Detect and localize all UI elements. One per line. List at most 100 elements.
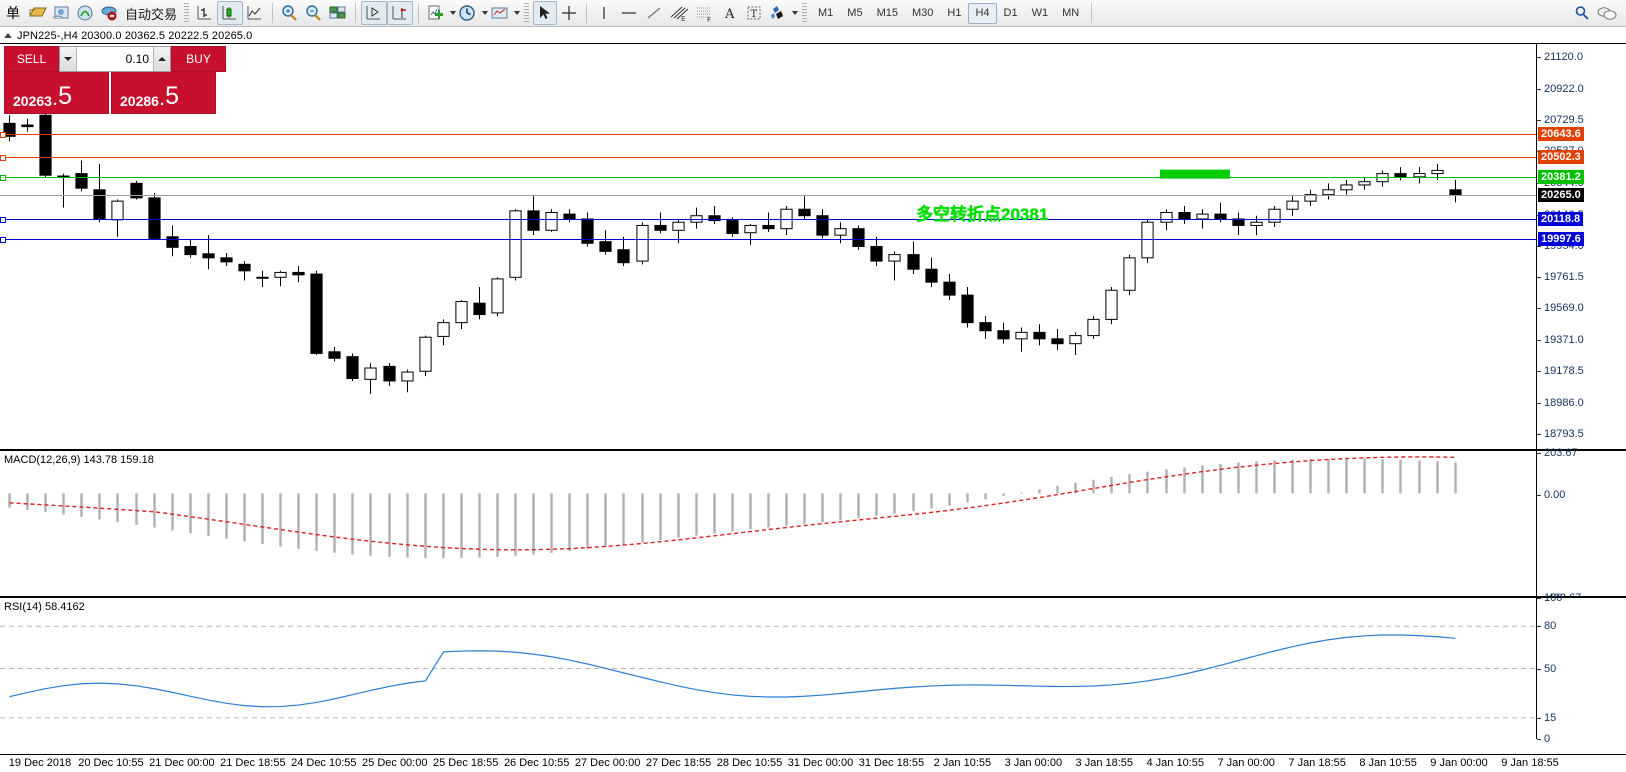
price-level-handle[interactable] [0, 174, 6, 181]
volume-down-button[interactable] [60, 47, 77, 71]
timeframe-w1[interactable]: W1 [1031, 7, 1049, 19]
text-label-icon[interactable]: A [718, 1, 742, 25]
shapes-icon[interactable] [766, 1, 790, 25]
trade-panel-top-row: SELL 0.10 BUY [4, 46, 226, 72]
template-icon[interactable] [488, 1, 512, 25]
folder-icon[interactable] [26, 1, 50, 25]
time-axis-label: 3 Jan 18:55 [1075, 757, 1134, 769]
template-dropdown-icon[interactable] [514, 11, 521, 15]
horizontal-line-icon[interactable] [616, 1, 642, 25]
price-pane: 多空转折点20381 21120.020922.020729.520537.02… [0, 44, 1626, 449]
trend-line-icon[interactable] [642, 1, 666, 25]
price-tick: 21120.0 [1537, 51, 1583, 63]
expert-advisor-icon[interactable] [98, 1, 122, 25]
chat-icon[interactable] [1594, 1, 1620, 25]
price-level-line[interactable] [0, 236, 1536, 243]
rsi-scale: 100 80 50 15 0 [1536, 592, 1626, 745]
chevron-up-icon [158, 57, 166, 61]
autotrade-label[interactable]: 自动交易 [125, 6, 178, 22]
new-order-icon[interactable]: 单 [2, 1, 26, 25]
time-axis-label: 25 Dec 00:00 [362, 757, 428, 769]
new-chart-icon[interactable] [424, 1, 448, 25]
candlestick-chart-icon[interactable] [217, 1, 244, 25]
one-click-trading-panel: SELL 0.10 BUY 20263 . 5 20286 . 5 [4, 46, 226, 114]
chart-shift-icon[interactable] [387, 1, 414, 25]
price-level-line[interactable] [0, 195, 1536, 197]
chevron-down-icon [64, 57, 72, 61]
shapes-dropdown-icon[interactable] [792, 11, 799, 15]
timeframe-mn[interactable]: MN [1062, 7, 1080, 19]
rsi-label: RSI(14) 58.4162 [4, 601, 85, 613]
timeframe-m30[interactable]: M30 [911, 7, 934, 19]
price-level-tag: 20502.3 [1538, 150, 1584, 165]
buy-button[interactable]: BUY [171, 46, 226, 72]
price-level-handle[interactable] [0, 236, 6, 243]
timeframe-m1[interactable]: M1 [818, 7, 834, 19]
toolbar-grip-3[interactable] [802, 3, 808, 23]
macd-tick: 203.67 [1537, 447, 1578, 459]
zoom-in-icon[interactable] [278, 1, 302, 25]
svg-text:A: A [724, 7, 735, 22]
signal-icon[interactable] [74, 1, 98, 25]
price-level-handle[interactable] [0, 132, 6, 139]
collapse-arrow-icon[interactable] [4, 33, 12, 38]
svg-text:单: 单 [6, 6, 20, 22]
text-box-icon[interactable]: T [742, 1, 766, 25]
macd-scale: 203.670.00-493.67 [1536, 447, 1626, 604]
buy-price-button[interactable]: 20286 . 5 [111, 72, 216, 114]
toolbar-separator-3 [418, 3, 420, 23]
buy-price-integer: 20286 [120, 93, 159, 109]
timeframe-h4[interactable]: H4 [968, 2, 997, 24]
fibonacci-icon[interactable]: F [692, 1, 718, 25]
rsi-plot-area[interactable] [0, 598, 1536, 739]
period-dropdown-icon[interactable] [482, 11, 489, 15]
auto-scroll-icon[interactable] [361, 1, 388, 25]
toolbar-separator-4 [586, 3, 588, 23]
period-icon[interactable] [456, 1, 480, 25]
vertical-line-icon[interactable] [592, 1, 616, 25]
cursor-icon[interactable] [533, 1, 558, 25]
svg-text:T: T [751, 9, 758, 20]
rsi-tick: 0 [1537, 733, 1550, 745]
toolbar-grip-1[interactable] [184, 3, 190, 23]
toolbar-separator-2 [355, 3, 357, 23]
svg-text:F: F [707, 16, 711, 22]
price-level-tag: 20265.0 [1538, 188, 1584, 203]
crosshair-icon[interactable] [557, 1, 581, 25]
rsi-pane: RSI(14) 58.4162 100 80 50 15 0 [0, 592, 1626, 745]
buy-price-dot: . [159, 92, 165, 109]
price-level-handle[interactable] [0, 217, 6, 224]
timeframe-d1[interactable]: D1 [1003, 7, 1018, 19]
equidistant-channel-icon[interactable]: E [666, 1, 692, 25]
timeframe-m15[interactable]: M15 [876, 7, 898, 19]
time-axis-label: 20 Dec 10:55 [78, 757, 144, 769]
price-scale[interactable]: 21120.020922.020729.520537.020344.520146… [1536, 44, 1626, 449]
profile-icon[interactable] [50, 1, 74, 25]
zoom-out-icon[interactable] [302, 1, 326, 25]
toolbar-grip-2[interactable] [524, 3, 530, 23]
volume-up-button[interactable] [153, 47, 170, 71]
bar-chart-icon[interactable] [193, 1, 217, 25]
time-axis-label: 4 Jan 10:55 [1146, 757, 1204, 769]
timeframe-m5[interactable]: M5 [847, 7, 863, 19]
price-level-handle[interactable] [0, 155, 6, 162]
price-level-line[interactable] [0, 217, 1536, 224]
sell-price-dot: . [52, 92, 58, 109]
price-level-tag: 20118.8 [1538, 212, 1584, 227]
volume-value[interactable]: 0.10 [125, 52, 149, 66]
price-level-line[interactable] [0, 174, 1536, 181]
line-chart-icon[interactable] [243, 1, 267, 25]
timeframe-h1[interactable]: H1 [947, 7, 962, 19]
price-plot-area[interactable]: 多空转折点20381 [0, 44, 1536, 449]
price-level-line[interactable] [0, 132, 1536, 139]
new-chart-dropdown-icon[interactable] [450, 11, 457, 15]
pivot-annotation: 多空转折点20381 [916, 205, 1049, 224]
rsi-svg [0, 625, 1536, 719]
price-level-line[interactable] [0, 155, 1536, 162]
sell-button[interactable]: SELL [4, 46, 59, 72]
volume-stepper[interactable]: 0.10 [59, 46, 171, 72]
macd-plot-area[interactable] [0, 451, 1536, 596]
sell-price-button[interactable]: 20263 . 5 [4, 72, 109, 114]
tile-windows-icon[interactable] [326, 1, 350, 25]
search-icon[interactable] [1570, 1, 1594, 25]
